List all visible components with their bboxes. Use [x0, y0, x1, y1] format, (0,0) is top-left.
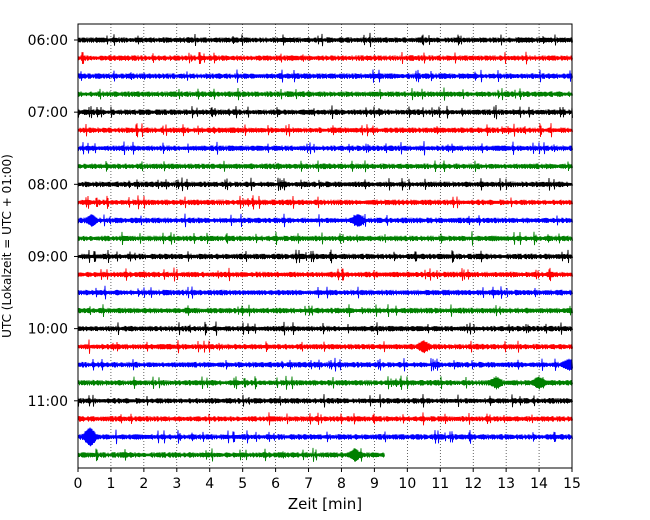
x-tick-label-12: 12 — [464, 476, 482, 492]
trace-row-1015 — [77, 339, 573, 354]
trace-row-0615 — [77, 51, 573, 65]
trace-row-0945 — [77, 304, 573, 317]
trace-row-1045 — [77, 375, 573, 390]
trace-row-0645 — [77, 87, 573, 101]
x-tick-label-11: 11 — [431, 476, 449, 492]
trace-row-0745 — [77, 160, 573, 173]
x-tick-label-8: 8 — [337, 476, 346, 492]
x-tick-label-10: 10 — [398, 476, 416, 492]
x-tick-label-4: 4 — [205, 476, 214, 492]
y-tick-label-1100: 11:00 — [28, 394, 68, 410]
trace-row-0730 — [77, 141, 573, 156]
trace-row-1130 — [77, 427, 573, 447]
x-tick-label-14: 14 — [530, 476, 548, 492]
trace-rows — [77, 32, 573, 462]
x-tick-label-15: 15 — [563, 476, 581, 492]
minute-gridlines — [110, 24, 540, 468]
x-tick-label-13: 13 — [497, 476, 515, 492]
trace-row-0830 — [77, 213, 573, 228]
y-tick-label-0900: 09:00 — [28, 249, 68, 265]
y-tick-label-0800: 08:00 — [28, 177, 68, 193]
plot-frame — [77, 23, 573, 469]
trace-row-1100 — [77, 394, 573, 408]
trace-row-1030 — [77, 357, 573, 372]
x-tick-label-7: 7 — [304, 476, 313, 492]
x-tick-label-6: 6 — [271, 476, 280, 492]
y-axis-label: UTC (Lokalzeit = UTC + 01:00) — [0, 154, 14, 338]
x-tick-label-1: 1 — [106, 476, 115, 492]
y-axis-ticks: 06:00 07:00 08:00 09:00 10:00 11:00 — [28, 33, 78, 410]
trace-row-0800 — [77, 177, 573, 192]
x-tick-label-3: 3 — [172, 476, 181, 492]
y-tick-label-1000: 10:00 — [28, 322, 68, 338]
x-tick-label-9: 9 — [370, 476, 379, 492]
trace-row-1115 — [77, 412, 573, 426]
trace-row-0600 — [77, 32, 573, 48]
trace-row-0930 — [77, 285, 573, 300]
trace-row-1000 — [77, 321, 573, 336]
trace-row-0815 — [77, 195, 573, 210]
trace-row-0715 — [77, 123, 573, 138]
trace-row-0915 — [77, 267, 573, 282]
x-axis-ticks: 0 1 2 3 4 5 6 7 8 9 10 11 12 13 14 15 — [74, 468, 581, 492]
trace-row-0700 — [77, 105, 573, 120]
x-tick-label-5: 5 — [238, 476, 247, 492]
trace-row-0845 — [77, 231, 573, 246]
trace-row-0900 — [77, 249, 573, 264]
y-tick-label-0700: 07:00 — [28, 105, 68, 121]
x-tick-label-2: 2 — [139, 476, 148, 492]
x-axis-label: Zeit [min] — [288, 495, 362, 513]
x-tick-label-0: 0 — [74, 476, 83, 492]
trace-row-0630 — [77, 69, 573, 83]
y-tick-label-0600: 06:00 — [28, 33, 68, 49]
